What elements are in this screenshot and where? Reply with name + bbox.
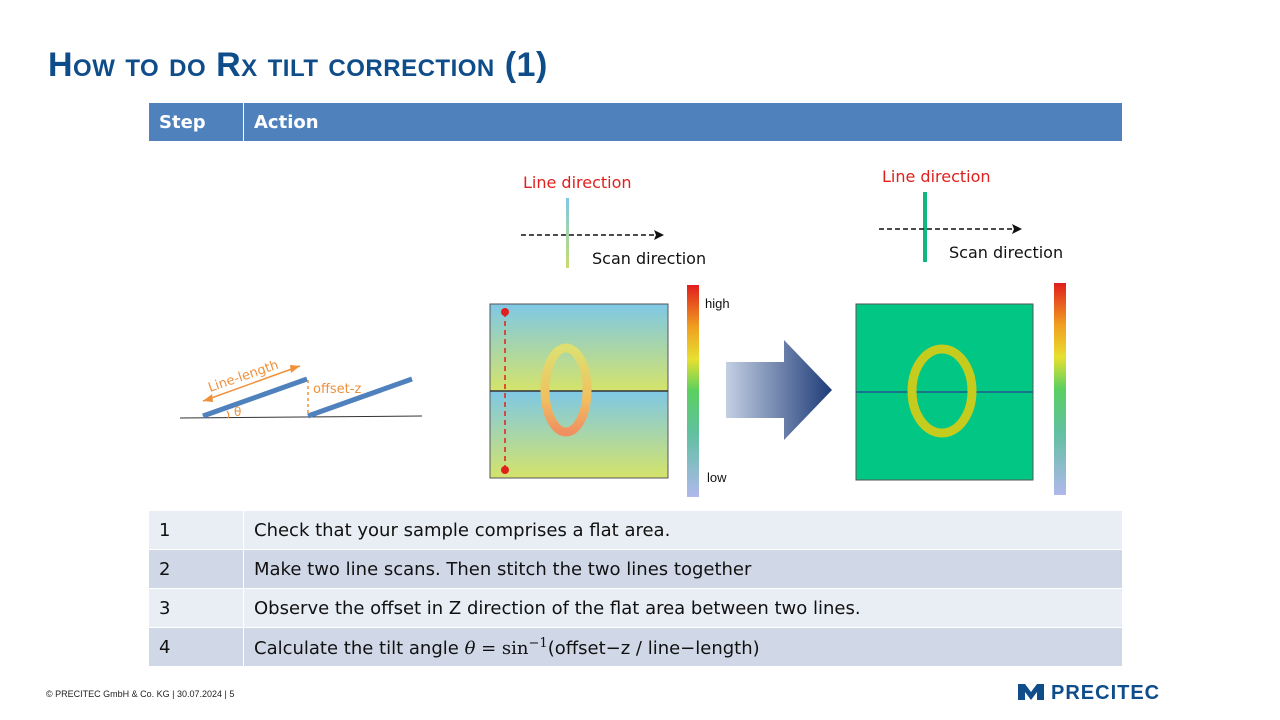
footer-copyright: © PRECITEC GmbH & Co. KG | 30.07.2024 | … [46,689,235,699]
corrected-height-map [855,303,1034,481]
page-title: How to do Rx tilt correction (1) [48,46,548,84]
step-number: 3 [149,588,244,628]
transform-arrow-icon [726,340,832,440]
theta-label: θ [234,405,241,419]
logo-text: PRECITEC [1051,682,1160,704]
top-scan-map [489,303,669,392]
right-scale-bar [1054,283,1066,495]
step-action: Make two line scans. Then stitch the two… [243,549,1123,589]
left-scan-arrowhead [654,230,664,240]
arrow-head-left [203,394,213,402]
tilt-diagram: Line-length offset-z θ [179,358,423,419]
ring-feature [540,343,592,437]
right-direction-legend: Line direction Scan direction [879,167,1063,262]
precitec-logo: PRECITEC [1018,682,1160,704]
table-row: 3 Observe the offset in Z direction of t… [149,588,1123,628]
formula-theta: θ [464,637,476,659]
tilted-height-map [489,303,669,479]
right-scan-direction-label: Scan direction [949,243,1063,262]
step-number: 4 [149,627,244,667]
table-row: 2 Make two line scans. Then stitch the t… [149,549,1123,589]
steps-table-header: Step Action [149,103,1123,141]
formula-prefix: Calculate the tilt angle [254,637,465,659]
arrow-head-right [290,365,300,373]
steps-table: 1 Check that your sample comprises a fla… [149,511,1123,667]
angle-arc [226,410,230,419]
scale-low-label: low [707,470,727,485]
header-step: Step [149,103,244,141]
formula-sin: = sin [475,637,529,659]
offset-z-label: offset-z [313,382,361,397]
scale-high-label: high [705,296,730,311]
line-length-arrow [202,365,301,402]
corrected-ring-feature [907,344,977,438]
step-action-formula: Calculate the tilt angle θ = sin−1(offse… [243,627,1123,667]
second-line-segment [307,376,413,419]
step-number: 2 [149,549,244,589]
step-number: 1 [149,511,244,550]
profile-end-point [501,466,509,474]
left-line-direction-label: Line direction [523,173,632,192]
profile-start-point [501,308,509,316]
left-scan-direction-label: Scan direction [592,249,706,268]
first-line-segment [202,376,308,419]
step-action: Observe the offset in Z direction of the… [243,588,1123,628]
header-action: Action [243,103,1123,141]
left-direction-legend: Line direction Scan direction [521,173,706,268]
baseline [179,415,423,419]
formula-exponent: −1 [528,635,548,651]
left-scale-bar [687,285,699,497]
right-line-direction-bar [923,192,927,262]
right-scan-arrowhead [1012,224,1022,234]
right-line-direction-label: Line direction [882,167,991,186]
bottom-scan-map [489,390,669,479]
table-row: 1 Check that your sample comprises a fla… [149,511,1123,550]
formula-args: (offset−z / line−length) [547,637,760,659]
left-line-direction-bar [566,198,569,268]
left-color-scale: high low [687,285,730,497]
step-action: Check that your sample comprises a flat … [243,511,1123,550]
table-row: 4 Calculate the tilt angle θ = sin−1(off… [149,627,1123,667]
logo-icon [1018,684,1044,700]
